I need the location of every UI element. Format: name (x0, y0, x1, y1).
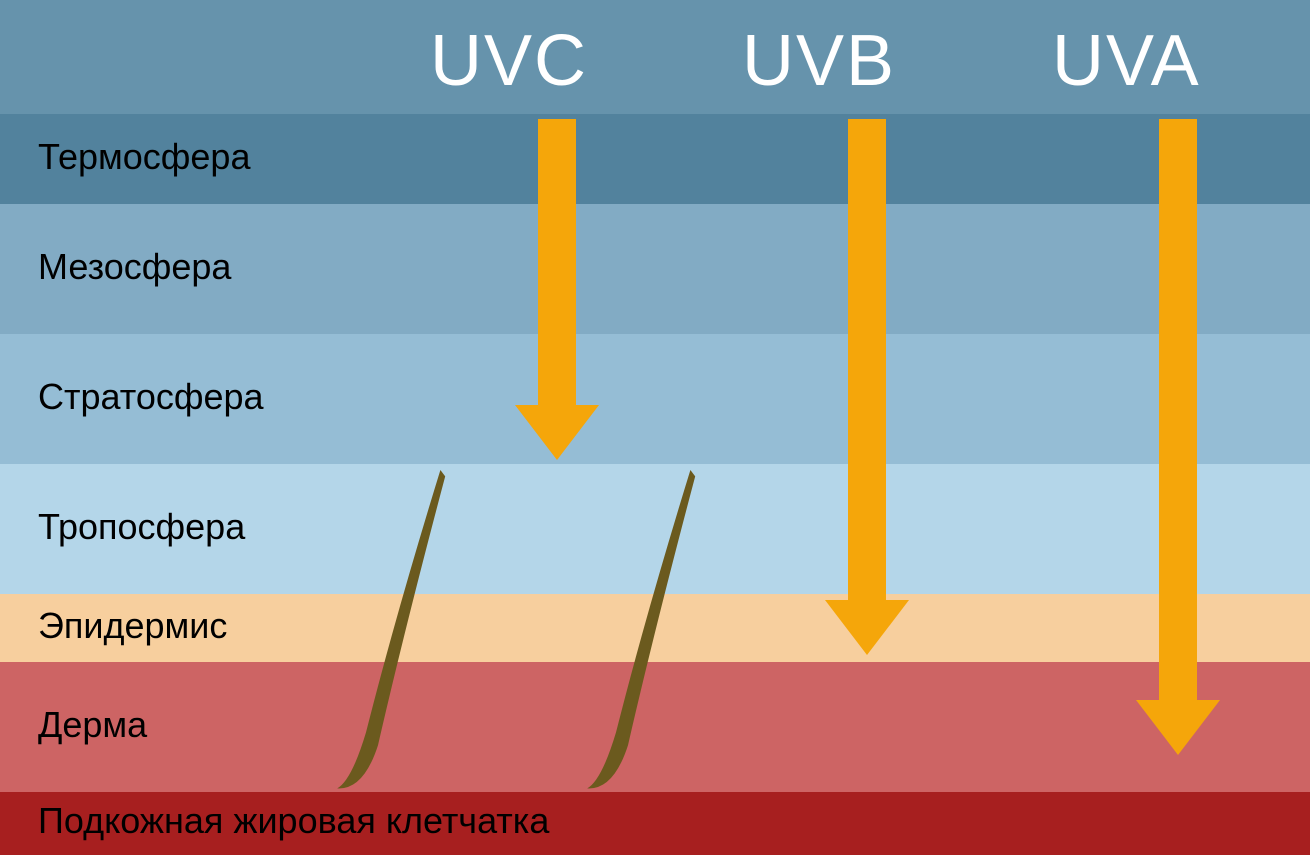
label-troposphere: Тропосфера (38, 506, 245, 548)
label-hypodermis: Подкожная жировая клетчатка (38, 800, 549, 842)
label-mesosphere: Мезосфера (38, 246, 231, 288)
uv-label-uvc: UVC (430, 20, 588, 102)
uv-label-uvb: UVB (742, 20, 896, 102)
uvb-arrow-shaft (848, 119, 886, 600)
uvc-arrow-shaft (538, 119, 576, 405)
label-epidermis: Эпидермис (38, 605, 227, 647)
uva-arrow-head (1136, 700, 1220, 755)
uv-label-uva: UVA (1052, 20, 1201, 102)
uvb-arrow (825, 119, 909, 655)
uv-penetration-diagram: Термосфера Мезосфера Стратосфера Тропосфера… (0, 0, 1310, 855)
uva-arrow-shaft (1159, 119, 1197, 700)
hair-2 (580, 470, 700, 790)
label-thermosphere: Термосфера (38, 136, 250, 178)
uva-arrow (1136, 119, 1220, 755)
uvc-arrow (515, 119, 599, 460)
label-stratosphere: Стратосфера (38, 376, 264, 418)
uvb-arrow-head (825, 600, 909, 655)
uvc-arrow-head (515, 405, 599, 460)
label-dermis: Дерма (38, 704, 147, 746)
hair-1 (330, 470, 450, 790)
